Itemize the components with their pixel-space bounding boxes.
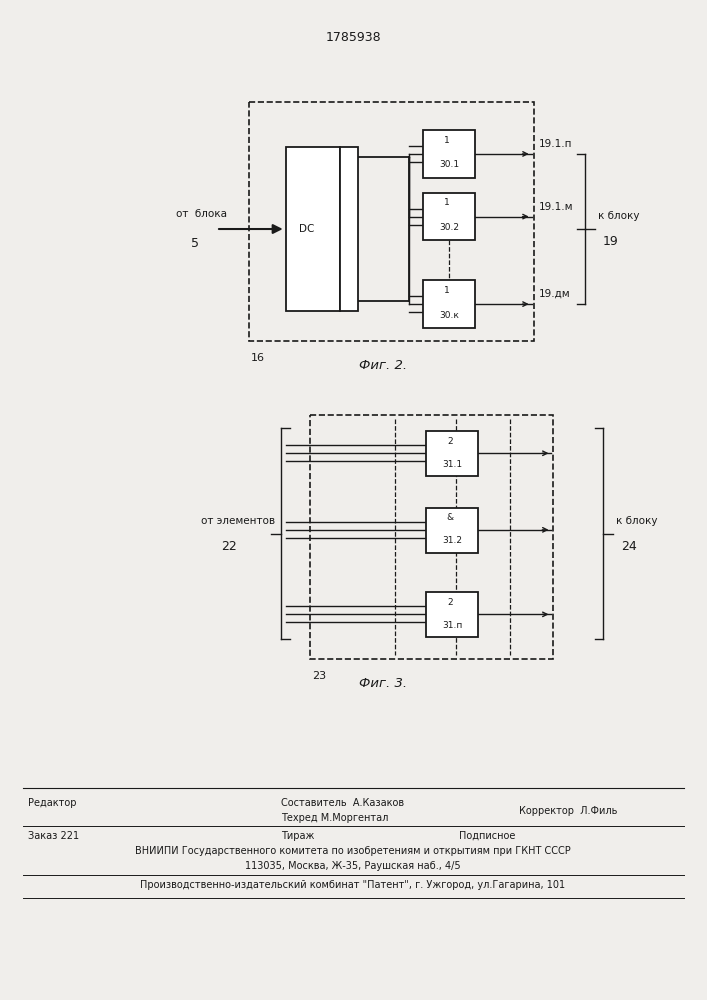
Text: 22: 22: [221, 540, 237, 553]
Text: Тираж: Тираж: [281, 831, 314, 841]
Text: 31.2: 31.2: [442, 536, 462, 545]
Bar: [286, 147, 340, 311]
Text: 2: 2: [448, 437, 453, 446]
Text: 23: 23: [312, 671, 327, 681]
Text: от элементов: от элементов: [201, 516, 275, 526]
Text: 19.дм: 19.дм: [539, 289, 570, 299]
Text: Фиг. 2.: Фиг. 2.: [358, 359, 407, 372]
Text: Редактор: Редактор: [28, 798, 76, 808]
Text: Заказ 221: Заказ 221: [28, 831, 78, 841]
Text: &: &: [447, 513, 454, 522]
Text: 19.1.м: 19.1.м: [539, 202, 573, 212]
Text: ВНИИПИ Государственного комитета по изобретениям и открытиям при ГКНТ СССР: ВНИИПИ Государственного комитета по изоб…: [135, 846, 571, 856]
Text: 1: 1: [445, 286, 450, 295]
Text: Фиг. 3.: Фиг. 3.: [358, 677, 407, 690]
Text: к блоку: к блоку: [598, 211, 640, 221]
Text: 30.2: 30.2: [439, 223, 460, 232]
Text: 16: 16: [251, 353, 265, 363]
Bar: [249, 102, 534, 341]
Bar: [423, 130, 475, 178]
Text: Корректор  Л.Филь: Корректор Л.Филь: [519, 806, 617, 816]
Bar: [340, 147, 358, 311]
Text: 31.1: 31.1: [442, 460, 462, 469]
Text: 2: 2: [448, 598, 453, 607]
Text: 113035, Москва, Ж-35, Раушская наб., 4/5: 113035, Москва, Ж-35, Раушская наб., 4/5: [245, 861, 461, 871]
Text: к блоку: к блоку: [616, 516, 658, 526]
Text: 1785938: 1785938: [325, 31, 381, 44]
Text: 31.п: 31.п: [442, 621, 462, 630]
Text: Производственно-издательский комбинат "Патент", г. Ужгород, ул.Гагарина, 101: Производственно-издательский комбинат "П…: [141, 880, 566, 890]
Bar: [426, 431, 478, 476]
Bar: [423, 193, 475, 240]
Bar: [426, 508, 478, 553]
Text: Подписное: Подписное: [459, 831, 515, 841]
Text: Составитель  А.Казаков: Составитель А.Казаков: [281, 798, 404, 808]
Text: Техред М.Моргентал: Техред М.Моргентал: [281, 813, 388, 823]
Text: 24: 24: [621, 540, 636, 553]
Text: DC: DC: [298, 224, 314, 234]
Text: 30.1: 30.1: [439, 160, 460, 169]
Text: 30.к: 30.к: [439, 311, 459, 320]
Bar: [310, 415, 554, 659]
Bar: [423, 280, 475, 328]
Text: 5: 5: [192, 237, 199, 250]
Text: 19: 19: [603, 235, 619, 248]
Text: 1: 1: [445, 136, 450, 145]
Text: 19.1.п: 19.1.п: [539, 139, 572, 149]
Bar: [426, 592, 478, 637]
Text: от  блока: от блока: [177, 209, 228, 219]
Text: 1: 1: [445, 198, 450, 207]
